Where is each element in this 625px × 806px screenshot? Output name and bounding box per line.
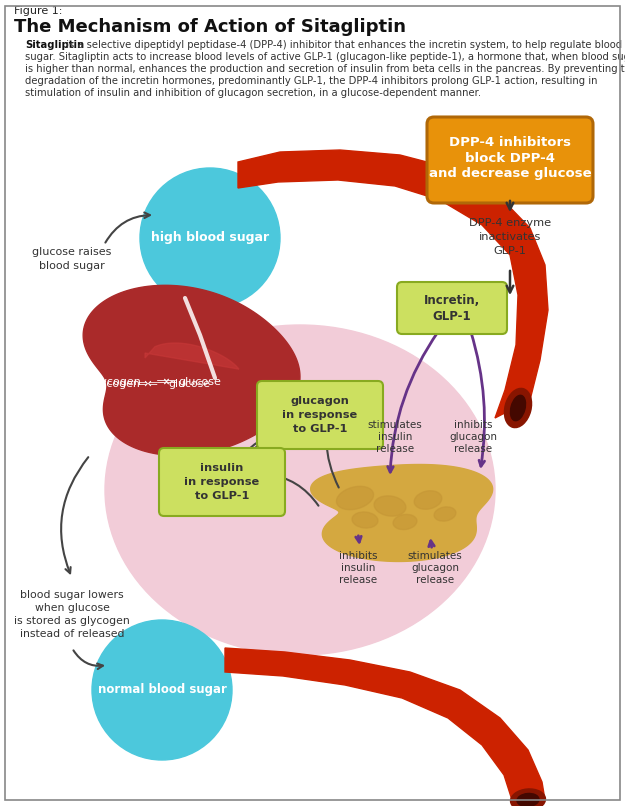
Text: glucagon: glucagon: [411, 563, 459, 573]
Text: release: release: [339, 575, 377, 585]
Text: release: release: [376, 444, 414, 454]
Text: and decrease glucose: and decrease glucose: [429, 168, 591, 181]
Text: DPP-4 enzyme: DPP-4 enzyme: [469, 218, 551, 228]
Text: glycogen: glycogen: [90, 377, 141, 387]
Text: glucose: glucose: [168, 379, 210, 389]
FancyBboxPatch shape: [159, 448, 285, 516]
Text: DPP-4 inhibitors: DPP-4 inhibitors: [449, 135, 571, 148]
Text: ⇒: ⇒: [152, 375, 173, 389]
Circle shape: [92, 620, 232, 760]
Text: glucose: glucose: [178, 377, 221, 387]
Text: instead of released: instead of released: [20, 629, 124, 639]
Text: ⇐: ⇐: [165, 375, 181, 389]
Text: GLP-1: GLP-1: [432, 310, 471, 322]
Text: release: release: [454, 444, 492, 454]
Text: GLP-1: GLP-1: [494, 246, 526, 256]
Text: block DPP-4: block DPP-4: [465, 152, 555, 164]
Text: blood sugar: blood sugar: [39, 261, 105, 271]
Ellipse shape: [414, 491, 442, 509]
Text: The Mechanism of Action of Sitagliptin: The Mechanism of Action of Sitagliptin: [14, 18, 406, 36]
Text: normal blood sugar: normal blood sugar: [98, 683, 226, 696]
Ellipse shape: [511, 395, 526, 421]
Text: inactivates: inactivates: [479, 232, 541, 242]
Ellipse shape: [504, 388, 532, 428]
Text: is a selective dipeptidyl peptidase-4 (DPP-4) inhibitor that enhances the incret: is a selective dipeptidyl peptidase-4 (D…: [63, 40, 622, 50]
FancyBboxPatch shape: [397, 282, 507, 334]
FancyBboxPatch shape: [257, 381, 383, 449]
Text: when glucose: when glucose: [34, 603, 109, 613]
Text: inhibits: inhibits: [454, 420, 493, 430]
Text: stimulation of insulin and inhibition of glucagon secretion, in a glucose-depend: stimulation of insulin and inhibition of…: [25, 88, 481, 98]
Text: to GLP-1: to GLP-1: [292, 424, 348, 434]
Ellipse shape: [393, 514, 417, 530]
Polygon shape: [311, 464, 492, 562]
FancyBboxPatch shape: [427, 117, 593, 203]
Text: sugar. Sitagliptin acts to increase blood levels of active GLP-1 (glucagon-like : sugar. Sitagliptin acts to increase bloo…: [25, 52, 625, 62]
Ellipse shape: [374, 496, 406, 516]
Text: release: release: [416, 575, 454, 585]
Ellipse shape: [352, 512, 378, 528]
Polygon shape: [83, 285, 300, 455]
Ellipse shape: [511, 789, 546, 806]
Text: glucagon: glucagon: [449, 432, 497, 442]
Text: glucose raises: glucose raises: [32, 247, 112, 257]
Text: Figure 1:: Figure 1:: [14, 6, 63, 16]
Text: blood sugar lowers: blood sugar lowers: [20, 590, 124, 600]
Text: to GLP-1: to GLP-1: [195, 491, 249, 501]
Polygon shape: [238, 150, 548, 418]
Text: glucagon: glucagon: [291, 396, 349, 406]
Ellipse shape: [336, 486, 374, 509]
Text: high blood sugar: high blood sugar: [151, 231, 269, 244]
Text: degradation of the incretin hormones, predominantly GLP-1, the DPP-4 inhibitors : degradation of the incretin hormones, pr…: [25, 76, 598, 86]
Text: in response: in response: [282, 410, 357, 420]
Text: in response: in response: [184, 477, 259, 487]
Polygon shape: [225, 648, 545, 800]
Text: Incretin,: Incretin,: [424, 293, 480, 306]
Circle shape: [140, 168, 280, 308]
Ellipse shape: [434, 507, 456, 521]
Text: stimulates: stimulates: [408, 551, 462, 561]
Text: ⇒⇐: ⇒⇐: [138, 377, 159, 390]
Ellipse shape: [517, 793, 539, 806]
Text: insulin: insulin: [378, 432, 412, 442]
Text: is higher than normal, enhances the production and secretion of insulin from bet: is higher than normal, enhances the prod…: [25, 64, 625, 74]
Text: is stored as glycogen: is stored as glycogen: [14, 616, 130, 626]
Polygon shape: [145, 343, 239, 369]
Ellipse shape: [105, 325, 495, 655]
Text: inhibits: inhibits: [339, 551, 377, 561]
Text: stimulates: stimulates: [368, 420, 423, 430]
Text: insulin: insulin: [200, 463, 244, 473]
Text: glycogen: glycogen: [90, 379, 140, 389]
Text: Sitagliptin: Sitagliptin: [25, 40, 84, 50]
Text: insulin: insulin: [341, 563, 375, 573]
